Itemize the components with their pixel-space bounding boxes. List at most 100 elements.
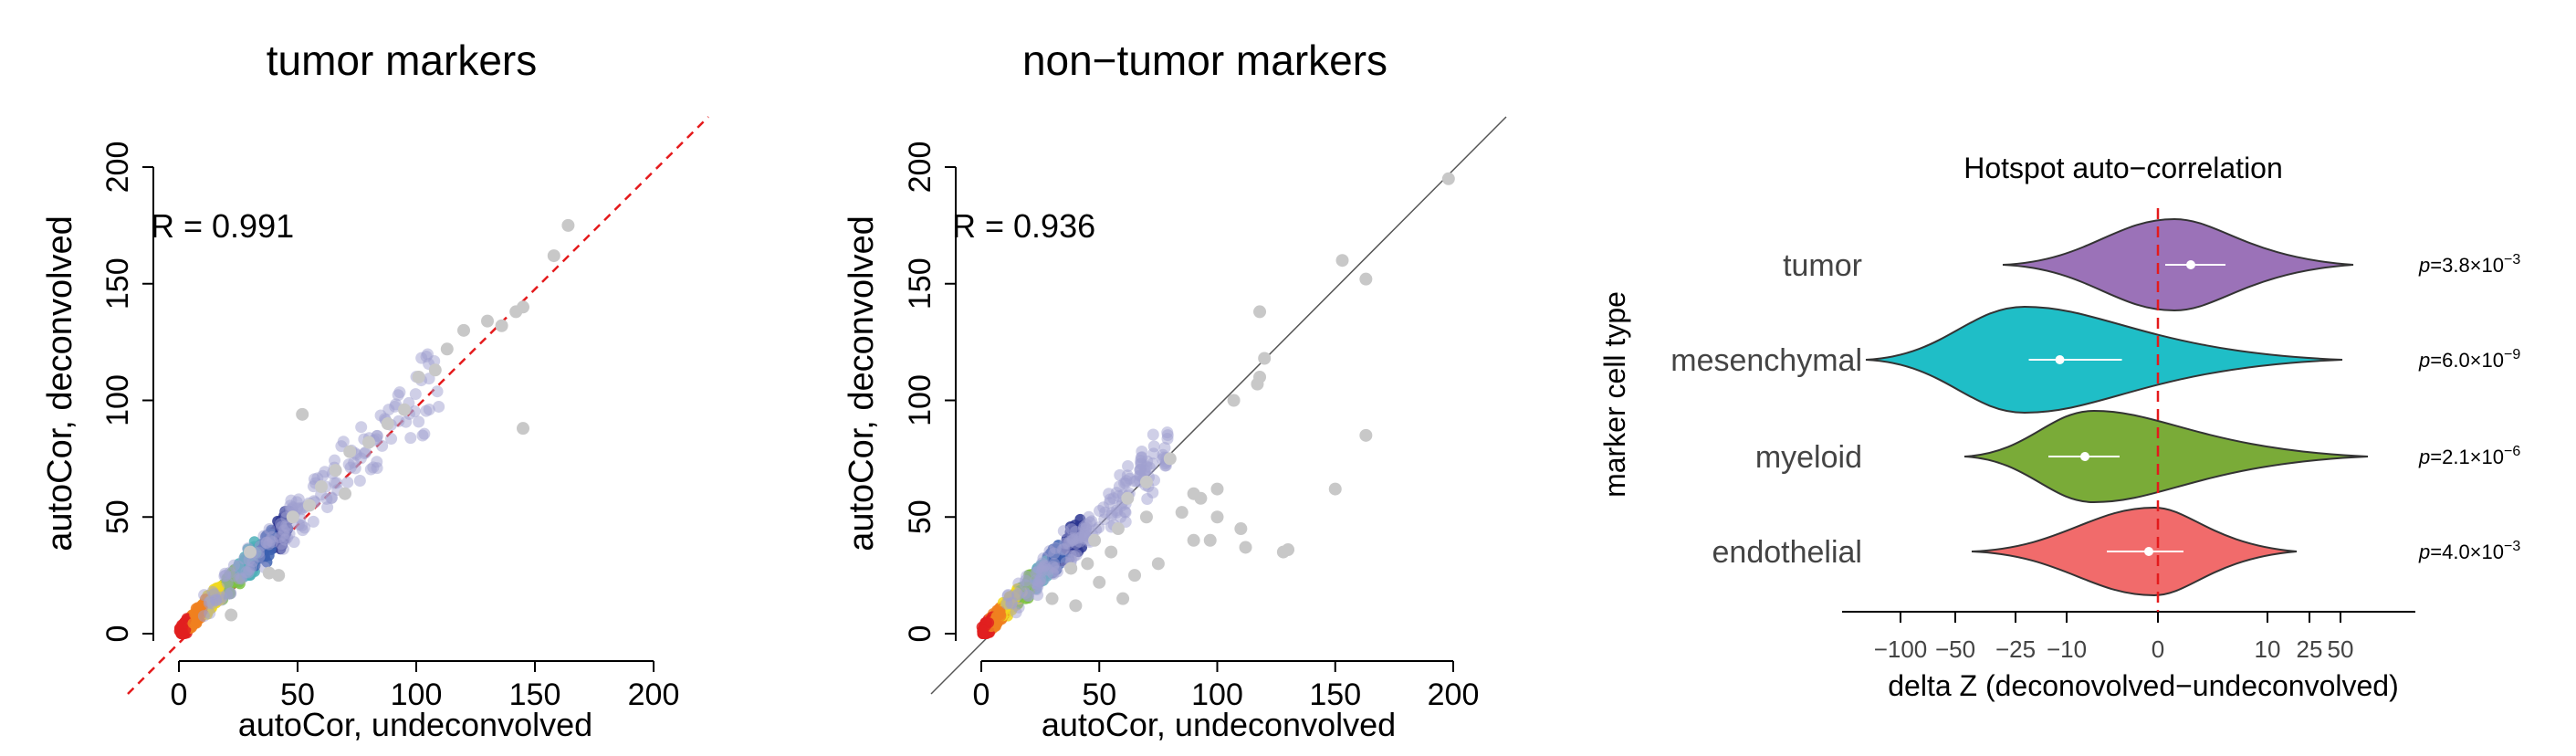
x-tick-label: 150	[1309, 677, 1361, 712]
outlier-point	[1081, 557, 1094, 571]
mid-point	[1080, 519, 1093, 531]
panel1-y-label: autoCor, deconvolved	[41, 215, 79, 551]
panel3-x-label: delta Z (deconovolved−undeconvolved)	[1888, 669, 2398, 702]
outlier-point	[1194, 491, 1208, 505]
mid-point	[421, 348, 434, 361]
y-tick-label: 0	[903, 625, 937, 643]
mid-point	[1021, 570, 1033, 583]
mid-point	[260, 536, 273, 549]
mid-point	[433, 400, 445, 413]
violin-median-dot	[2186, 260, 2195, 269]
outlier-point	[329, 464, 342, 478]
mid-point	[385, 433, 398, 446]
mid-point	[1075, 530, 1088, 543]
outlier-point	[457, 323, 470, 337]
mid-point	[1001, 590, 1014, 603]
outlier-point	[440, 342, 454, 356]
violin-x-tick-label: 25	[2297, 635, 2323, 663]
mid-point	[240, 566, 253, 579]
violin-pvalue: p=6.0×10−9	[2418, 347, 2520, 372]
outlier-point	[339, 487, 351, 500]
outlier-point	[381, 417, 394, 431]
x-tick-label: 200	[1428, 677, 1480, 712]
mid-point	[1161, 429, 1174, 442]
mid-point	[329, 477, 341, 489]
outlier-point	[547, 249, 560, 263]
mid-point	[1062, 537, 1074, 550]
mid-point	[420, 404, 433, 417]
mid-point	[374, 409, 387, 422]
violin-x-tick-label: −100	[1874, 635, 1928, 663]
y-tick-label: 50	[100, 499, 135, 534]
panel1-x-label: autoCor, undeconvolved	[238, 706, 592, 743]
mid-point	[404, 432, 417, 445]
outlier-point	[286, 510, 299, 524]
outlier-point	[1441, 172, 1455, 185]
mid-point	[1048, 557, 1061, 570]
violin-x-tick-label: 0	[2152, 635, 2164, 663]
outlier-point	[1251, 377, 1264, 391]
panel3-y-label: marker cell type	[1598, 291, 1631, 498]
x-tick-label: 50	[1082, 677, 1116, 712]
mid-point	[358, 447, 371, 460]
density-point	[189, 608, 201, 620]
mid-point	[413, 415, 425, 428]
y-tick-label: 50	[903, 499, 937, 534]
mid-point	[1158, 442, 1171, 455]
outlier-point	[1064, 562, 1078, 575]
violin-pvalue: p=4.0×10−3	[2418, 539, 2520, 563]
mid-point	[206, 585, 219, 598]
violin-category-label: myeloid	[1755, 440, 1862, 475]
mid-point	[371, 456, 383, 468]
violin-pvalue: p=3.8×10−3	[2418, 252, 2520, 277]
outlier-point	[343, 445, 357, 458]
mid-point	[1030, 574, 1042, 587]
outlier-point	[1121, 491, 1135, 505]
mid-point	[215, 593, 227, 606]
mid-point	[1039, 559, 1052, 572]
y-tick-label: 200	[903, 142, 937, 194]
outlier-point	[1163, 452, 1177, 466]
x-tick-label: 50	[280, 677, 315, 712]
outlier-point	[1116, 592, 1130, 605]
outlier-point	[262, 566, 276, 580]
mid-point	[288, 536, 300, 549]
outlier-point	[1088, 533, 1102, 547]
violin-x-tick-label: −25	[1995, 635, 2036, 663]
panel2-y-label: autoCor, deconvolved	[843, 215, 881, 551]
panel1-plot-area: 0 50 100 150 200 0 50 100 150 200	[100, 116, 709, 712]
mid-point	[400, 415, 413, 428]
panel-non-tumor-markers: non−tumor markers 0 50 100 150 200 0 50 100 150 2…	[843, 37, 1507, 743]
mid-point	[284, 499, 297, 512]
mid-point	[307, 515, 319, 528]
mid-point	[1012, 601, 1025, 614]
violin-category-label: endothelial	[1712, 535, 1862, 570]
mid-point	[1057, 525, 1070, 538]
outlier-point	[1175, 506, 1189, 520]
mid-point	[1147, 447, 1160, 460]
outlier-point	[561, 218, 575, 232]
density-point	[978, 627, 990, 639]
outlier-point	[244, 545, 257, 559]
violin-category-label: mesenchymal	[1670, 343, 1862, 378]
mid-point	[204, 607, 216, 620]
outlier-point	[1210, 482, 1224, 496]
violin-category-label: tumor	[1783, 248, 1862, 283]
outlier-point	[1111, 522, 1125, 536]
outlier-point	[225, 608, 238, 622]
outlier-point	[1045, 592, 1059, 605]
density-point	[994, 608, 1006, 620]
panel3-title: Hotspot auto−correlation	[1963, 152, 2283, 184]
outlier-point	[481, 314, 494, 328]
outlier-point	[495, 319, 508, 332]
outlier-point	[1239, 541, 1252, 554]
panel1-r-annotation: R = 0.991	[151, 207, 294, 245]
violin-pvalue: p=2.1×10−6	[2418, 444, 2520, 468]
outlier-point	[315, 480, 328, 494]
violin-x-tick-label: −50	[1935, 635, 1975, 663]
y-tick-label: 100	[903, 374, 937, 426]
mid-point	[219, 567, 232, 580]
outlier-point	[1210, 510, 1224, 524]
panel1-title: tumor markers	[267, 37, 537, 84]
